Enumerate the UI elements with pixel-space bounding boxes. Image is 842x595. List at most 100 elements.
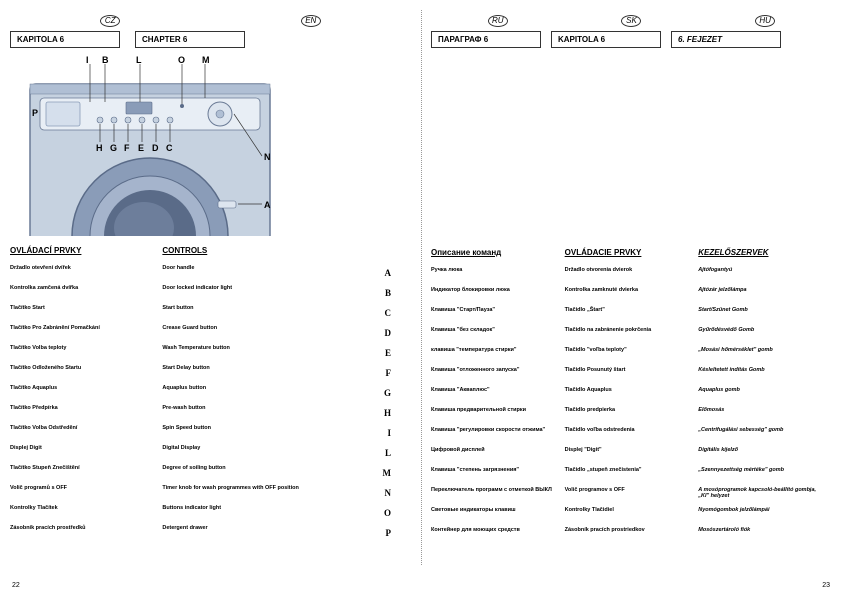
svg-text:O: O xyxy=(178,56,185,65)
list-item: Tlačítko Předpírka xyxy=(10,403,158,423)
letter: C xyxy=(384,309,391,319)
list-item-label: Клавиша предварительной стирки xyxy=(431,407,526,413)
list-item: Контейнер для моющих средств xyxy=(431,525,561,545)
list-item-label: Световые индикаторы клавиш xyxy=(431,507,516,513)
letter: P xyxy=(385,529,391,539)
list-item: Wash Temperature button xyxy=(162,343,310,363)
list-item: Tlačítko Stupeň Znečištění xyxy=(10,463,158,483)
list-item: Tlačítko Volba teploty xyxy=(10,343,158,363)
list-item: Клавиша "отложенного запуска" xyxy=(431,365,561,385)
letter-label: H xyxy=(315,403,391,423)
section-ru: Описание команд xyxy=(431,248,565,257)
list-item-label: Digital Display xyxy=(162,445,200,451)
letter-label: B xyxy=(315,283,391,303)
svg-text:C: C xyxy=(166,143,173,153)
list-item: Tlačítko Start xyxy=(10,303,158,323)
letter: E xyxy=(385,349,391,359)
letter: N xyxy=(384,489,391,499)
list-item-label: Mosószertároló fiók xyxy=(698,527,750,533)
letter-label: A xyxy=(315,263,391,283)
list-item: Tlačítko Aquaplus xyxy=(10,383,158,403)
list-item-label: Zásobník pracích prostriedkov xyxy=(565,527,645,533)
list-item-label: Kontrolka zamknuté dvierka xyxy=(565,287,638,293)
list-item: Tlačidlo na zabránenie pokrčenia xyxy=(565,325,695,345)
list-item-label: Aquaplus button xyxy=(162,385,206,391)
letter: O xyxy=(384,509,391,519)
list-item-label: Индикатор блокировки люка xyxy=(431,287,510,293)
list-item-label: Degree of soiling button xyxy=(162,465,225,471)
list-item-label: Контейнер для моющих средств xyxy=(431,527,520,533)
page-number-left: 22 xyxy=(12,582,20,589)
lang-row-right: RU SK HU xyxy=(431,15,832,27)
svg-text:D: D xyxy=(152,143,159,153)
lang-hu: HU xyxy=(698,15,832,27)
list-item: Detergent drawer xyxy=(162,523,310,543)
header-row-left: KAPITOLA 6 CHAPTER 6 xyxy=(10,31,411,48)
letter: A xyxy=(384,269,391,279)
col-cz: Držadlo otevření dvířekKontrolka zamčená… xyxy=(10,263,162,543)
lang-cz: CZ xyxy=(10,15,211,27)
list-item-label: Tlačidlo na zabránenie pokrčenia xyxy=(565,327,652,333)
list-item: Tlačidlo Aquaplus xyxy=(565,385,695,405)
list-item-label: Timer knob for wash programmes with OFF … xyxy=(162,485,299,491)
list-item-label: Tlačítko Pro Zabránění Pomačkání xyxy=(10,325,100,331)
list-item-label: Start button xyxy=(162,305,193,311)
lang-row-left: CZ EN xyxy=(10,15,411,27)
lang-en: EN xyxy=(211,15,412,27)
list-item: Késleltetett indítás Gomb xyxy=(698,365,828,385)
list-item-label: Tlačidlo Posunutý štart xyxy=(565,367,626,373)
list-item-label: Kontrolky Tlačítek xyxy=(10,505,58,511)
list-item: Timer knob for wash programmes with OFF … xyxy=(162,483,310,503)
list-item-label: Start Delay button xyxy=(162,365,209,371)
list-item: Spin Speed button xyxy=(162,423,310,443)
list-item: Degree of soiling button xyxy=(162,463,310,483)
list-item: Переключатель программ с отметкой ВЫКЛ xyxy=(431,485,561,505)
list-item: Gyűrődésvédő Gomb xyxy=(698,325,828,345)
list-item-label: Volič programov s OFF xyxy=(565,487,625,493)
letter-label: D xyxy=(315,323,391,343)
list-item-label: Клавиша "без складок" xyxy=(431,327,495,333)
section-cz: OVLÁDACÍ PRVKY xyxy=(10,246,162,255)
list-item: Mosószertároló fiók xyxy=(698,525,828,545)
list-item-label: Crease Guard button xyxy=(162,325,217,331)
svg-text:E: E xyxy=(138,143,144,153)
list-item-label: Volič programů s OFF xyxy=(10,485,67,491)
col-letters: ABCDEFGHILMNOP xyxy=(315,263,411,543)
list-item-label: Start/Szünet Gomb xyxy=(698,307,748,313)
list-item: Tlačidlo Posunutý štart xyxy=(565,365,695,385)
list-item: Volič programů s OFF xyxy=(10,483,158,503)
list-item: Tlačítko Volba Odstředění xyxy=(10,423,158,443)
list-item: Световые индикаторы клавиш xyxy=(431,505,561,525)
list-item: Kontrolka zamknuté dvierka xyxy=(565,285,695,305)
list-item: Tlačidlo „stupeň znečistenia" xyxy=(565,465,695,485)
list-item-label: Pre-wash button xyxy=(162,405,205,411)
list-item: Digitális kijelző xyxy=(698,445,828,465)
list-item-label: Door handle xyxy=(162,265,194,271)
svg-text:A: A xyxy=(264,200,271,210)
list-item: „Mosási hőmérséklet" gomb xyxy=(698,345,828,365)
svg-text:M: M xyxy=(202,56,210,65)
list-item: Nyomógombok jelzőlámpái xyxy=(698,505,828,525)
section-sk: OVLÁDACIE PRVKY xyxy=(565,248,699,257)
lang-ru: RU xyxy=(431,15,565,27)
list-item: Crease Guard button xyxy=(162,323,310,343)
list-item-label: Kontrolka zamčená dvířka xyxy=(10,285,78,291)
svg-text:F: F xyxy=(124,143,130,153)
page-right: RU SK HU ПАРАГРАФ 6 KAPITOLA 6 6. FEJEZE… xyxy=(421,0,842,595)
list-item-label: Клавиша "регулировки скорости отжима" xyxy=(431,427,545,433)
list-item: Ajtózár jelzőlámpa xyxy=(698,285,828,305)
list-item: Start Delay button xyxy=(162,363,310,383)
page-left: CZ EN KAPITOLA 6 CHAPTER 6 xyxy=(0,0,421,595)
list-item: Tlačidlo voľba odstredenia xyxy=(565,425,695,445)
list-item-label: Tlačítko Volba teploty xyxy=(10,345,66,351)
list-item-label: Displej "Digit" xyxy=(565,447,602,453)
list-item-label: Držadlo otvorenia dvierok xyxy=(565,267,633,273)
section-row-left: OVLÁDACÍ PRVKY CONTROLS xyxy=(10,246,411,255)
list-item-label: Ajtózár jelzőlámpa xyxy=(698,287,746,293)
header-hu: 6. FEJEZET xyxy=(671,31,781,48)
list-item-label: Előmosás xyxy=(698,407,724,413)
list-item-label: Цифровой дисплей xyxy=(431,447,485,453)
lang-sk: SK xyxy=(565,15,699,27)
list-item: Клавиша "без складок" xyxy=(431,325,561,345)
list-item: Start/Szünet Gomb xyxy=(698,305,828,325)
